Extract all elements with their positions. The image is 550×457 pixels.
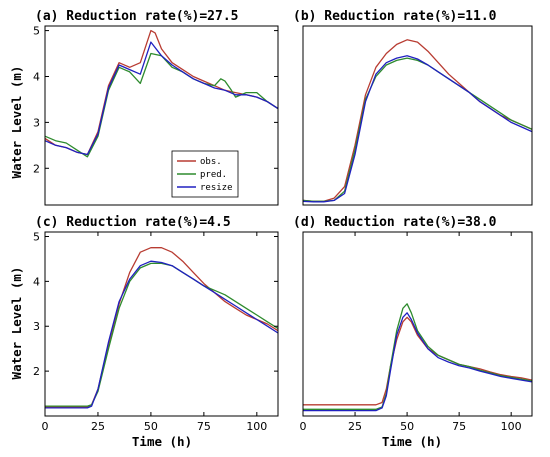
- panel-c-xtick-label: 0: [42, 420, 49, 433]
- y-axis-label-top: Water Level (m): [9, 66, 24, 179]
- panel-c-ytick-label: 5: [33, 230, 40, 243]
- panel-b: (b) Reduction rate(%)=11.0: [293, 9, 533, 206]
- panel-c-title: (c) Reduction rate(%)=4.5: [35, 215, 231, 230]
- panel-c-xtick-label: 75: [197, 420, 211, 433]
- panel-c-xtick-label: 50: [144, 420, 158, 433]
- panel-d-xtick-label: 0: [300, 420, 307, 433]
- panel-d-xtick-label: 25: [348, 420, 362, 433]
- panel-b-series-obs: [302, 39, 533, 202]
- panel-d: (d) Reduction rate(%)=38.0 0 25 50 75 100: [293, 215, 533, 433]
- panel-b-frame: [302, 25, 533, 206]
- x-axis-label-right: Time (h): [382, 434, 442, 449]
- panel-c-series-pred: [45, 262, 279, 407]
- panel-d-series-pred: [303, 303, 533, 410]
- legend-label: resize: [200, 183, 233, 193]
- panel-a-series-pred: [44, 52, 279, 158]
- panel-d-frame: [302, 231, 533, 417]
- panel-c-xtick-label: 100: [246, 420, 267, 433]
- panel-a-series-obs: [44, 29, 279, 156]
- panel-d-series-resize: [303, 312, 533, 412]
- y-axis-label-bottom: Water Level (m): [9, 267, 24, 380]
- panel-d-xtick-label: 75: [452, 420, 466, 433]
- panel-b-series-resize: [302, 55, 533, 203]
- panel-c-ytick-label: 4: [33, 275, 40, 288]
- panel-a: (a) Reduction rate(%)=27.5 2 3 4 5 obs. pred. r…: [33, 9, 279, 206]
- panel-c-series-obs: [45, 247, 279, 408]
- panel-c-frame: [44, 231, 279, 417]
- panel-b-series-pred: [302, 57, 533, 202]
- panel-c-series-resize: [45, 260, 279, 409]
- panel-a-series-resize: [44, 41, 279, 156]
- panel-a-ytick-label: 2: [33, 162, 40, 175]
- panel-c-ytick-label: 2: [33, 365, 40, 378]
- panel-d-series-obs: [303, 316, 533, 406]
- panel-a-title: (a) Reduction rate(%)=27.5: [35, 9, 239, 24]
- panel-c-ytick-label: 3: [33, 320, 40, 333]
- panel-a-ytick-label: 3: [33, 116, 40, 129]
- legend-label: obs.: [200, 157, 222, 167]
- x-axis-label-left: Time (h): [132, 434, 192, 449]
- panel-d-xtick-label: 100: [501, 420, 522, 433]
- panel-b-title: (b) Reduction rate(%)=11.0: [293, 9, 497, 24]
- panel-d-xtick-label: 50: [400, 420, 414, 433]
- panel-c-xtick-label: 25: [91, 420, 105, 433]
- panel-a-frame: [44, 25, 279, 206]
- panel-d-title: (d) Reduction rate(%)=38.0: [293, 215, 497, 230]
- legend-label: pred.: [200, 170, 227, 180]
- panel-a-ytick-label: 4: [33, 70, 40, 83]
- panel-a-ytick-label: 5: [33, 25, 40, 38]
- panel-a-legend: obs. pred. resize: [171, 150, 239, 198]
